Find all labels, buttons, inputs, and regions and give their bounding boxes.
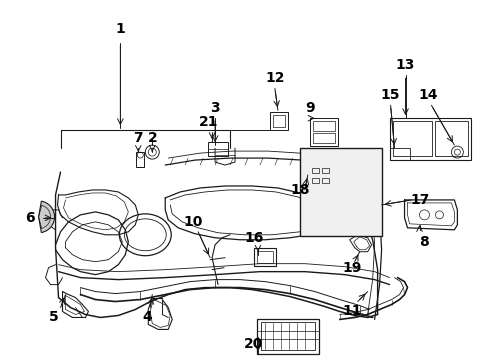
Text: 9: 9 [305, 101, 314, 115]
Bar [389, 148, 408, 160]
Text: 3: 3 [210, 101, 220, 115]
Text: 5: 5 [49, 310, 58, 324]
Text: 18: 18 [289, 183, 309, 197]
Text: 11: 11 [341, 305, 361, 319]
Text: 6: 6 [25, 211, 34, 225]
Text: 16: 16 [244, 231, 263, 245]
Text: 13: 13 [395, 58, 414, 72]
Bar [272, 115, 285, 127]
Text: 14: 14 [418, 88, 437, 102]
Bar [435, 121, 468, 156]
Bar [256, 319, 318, 354]
Bar [311, 178, 318, 183]
Text: 2: 2 [147, 131, 157, 145]
Text: 20: 20 [244, 337, 263, 351]
Text: 7: 7 [133, 131, 143, 145]
Text: 4: 4 [142, 310, 152, 324]
Bar [261, 323, 314, 350]
Bar [311, 168, 318, 173]
Text: 8: 8 [419, 235, 428, 249]
Bar [269, 112, 287, 130]
Bar [256, 251, 272, 263]
Text: 15: 15 [380, 88, 400, 102]
Bar [253, 248, 275, 266]
Text: 12: 12 [264, 71, 284, 85]
Bar [321, 178, 328, 183]
Bar [299, 148, 381, 236]
Text: 21: 21 [199, 115, 219, 129]
Text: 1: 1 [115, 22, 125, 36]
Bar [389, 118, 470, 160]
Bar [312, 133, 334, 143]
Bar [208, 142, 227, 156]
Text: 10: 10 [183, 215, 203, 229]
Bar [392, 121, 431, 156]
Text: 17: 17 [410, 193, 429, 207]
Wedge shape [39, 201, 55, 233]
Bar [136, 152, 144, 167]
Bar [312, 121, 334, 131]
Bar [309, 118, 337, 146]
Bar [321, 168, 328, 173]
Text: 19: 19 [341, 261, 361, 275]
